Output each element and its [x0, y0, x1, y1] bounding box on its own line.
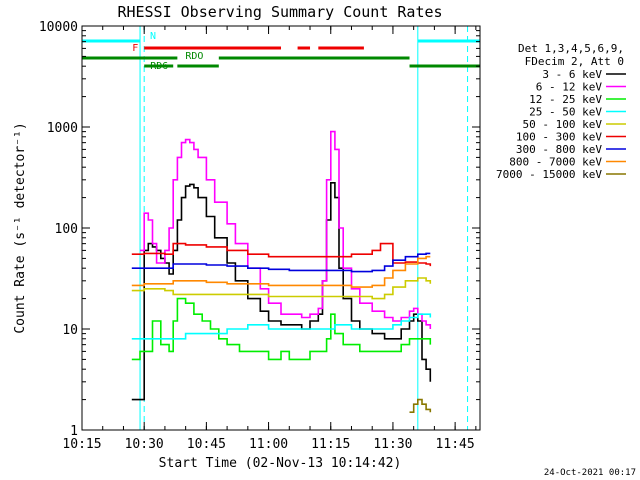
series-line [131, 255, 431, 288]
series-line [131, 182, 432, 401]
legend-entry-label: 800 - 7000 keV [509, 156, 602, 169]
y-axis-label: Count Rate (s⁻¹ detector⁻¹) [13, 122, 28, 333]
series-line [131, 252, 431, 273]
series-line [131, 313, 432, 340]
series-line [131, 242, 432, 267]
plot-area: N F RDO RD6 [81, 26, 480, 430]
legend-header: FDecim 2, Att 0 [525, 55, 624, 68]
y-tick-label: 1000 [47, 121, 78, 136]
y-tick-label: 10000 [39, 20, 78, 35]
series-lines [131, 130, 432, 413]
legend-entry-label: 100 - 300 keV [516, 131, 602, 144]
flag-label: RD6 [150, 61, 168, 72]
plot-frame [81, 25, 481, 431]
flag-label: F [132, 43, 138, 54]
x-axis-label: Start Time (02-Nov-13 10:14:42) [159, 456, 402, 471]
x-tick-label: 11:45 [436, 437, 475, 452]
x-axis: 10:15 10:30 10:45 11:00 11:15 11:30 11:45 [62, 26, 477, 452]
series-line [131, 277, 432, 300]
legend: Det 1,3,4,5,6,9,FDecim 2, Att 03 - 6 keV… [496, 42, 626, 181]
legend-header: Det 1,3,4,5,6,9, [518, 42, 624, 55]
legend-entry-label: 6 - 12 keV [536, 81, 603, 94]
y-tick-label: 10 [62, 323, 78, 338]
legend-entry-label: 300 - 800 keV [516, 143, 602, 156]
x-tick-label: 11:00 [249, 437, 288, 452]
x-tick-label: 10:30 [125, 437, 164, 452]
y-tick-label: 1 [70, 424, 78, 439]
y-axis: 1 10 100 1000 10000 [39, 20, 480, 439]
flag-bars: N F RDO RD6 [82, 31, 480, 72]
legend-entry-label: 7000 - 15000 keV [496, 168, 602, 181]
legend-entry-label: 12 - 25 keV [529, 93, 602, 106]
flag-label: N [150, 31, 156, 42]
x-tick-label: 10:15 [62, 437, 101, 452]
legend-entry-label: 25 - 50 keV [529, 106, 602, 119]
series-line [409, 398, 432, 413]
series-line [140, 130, 432, 329]
x-tick-label: 10:45 [187, 437, 226, 452]
x-tick-label: 11:30 [373, 437, 412, 452]
legend-entry-label: 50 - 100 keV [523, 118, 603, 131]
footer-date: 24-Oct-2021 00:17 [544, 468, 636, 478]
vertical-markers [81, 26, 469, 430]
y-tick-label: 100 [55, 222, 78, 237]
x-tick-label: 11:15 [311, 437, 350, 452]
flag-label: RDO [185, 51, 203, 62]
chart-title: RHESSI Observing Summary Count Rates [117, 3, 442, 21]
series-line [131, 297, 432, 361]
legend-entry-label: 3 - 6 keV [542, 68, 602, 81]
